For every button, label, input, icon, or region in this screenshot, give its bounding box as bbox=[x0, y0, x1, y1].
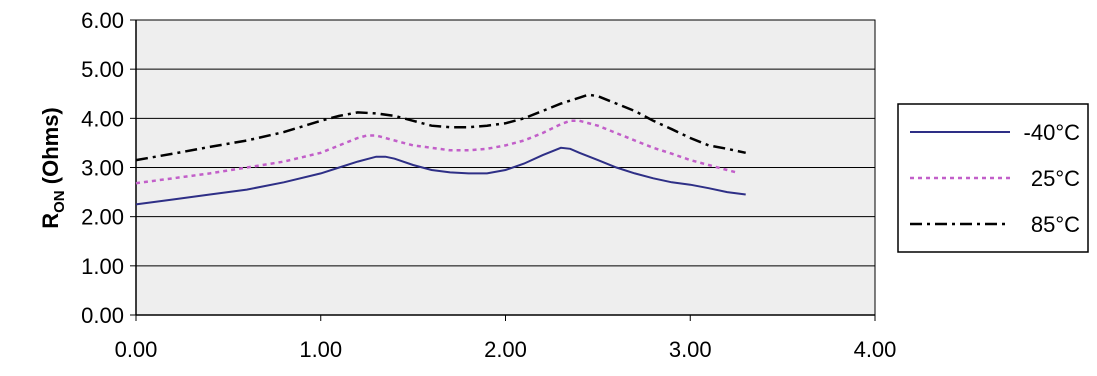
series-line-3 bbox=[135, 93, 746, 162]
y-tick-label: 5.00 bbox=[81, 57, 124, 82]
legend-label-3: 85°C bbox=[1031, 212, 1080, 237]
x-tick-label: 2.00 bbox=[484, 337, 527, 362]
y-tick-label: 4.00 bbox=[81, 106, 124, 131]
tick-labels: 0.00 1.00 2.00 3.00 4.00 5.00 6.00 0.00 1.00 2.00… bbox=[81, 8, 896, 362]
x-tick-label: 3.00 bbox=[669, 337, 712, 362]
series-lines bbox=[135, 93, 746, 206]
legend-label-1: -40°C bbox=[1024, 120, 1081, 145]
legend: -40°C 25°C 85°C bbox=[897, 103, 1089, 253]
y-tick-label: 3.00 bbox=[81, 156, 124, 181]
gridlines bbox=[136, 19, 875, 267]
y-axis-label: RON (Ohms) bbox=[38, 107, 68, 229]
series-line-1 bbox=[135, 146, 746, 206]
axes bbox=[130, 19, 876, 321]
legend-label-2: 25°C bbox=[1031, 166, 1080, 191]
x-tick-label: 4.00 bbox=[854, 337, 897, 362]
y-tick-label: 6.00 bbox=[81, 8, 124, 33]
x-tick-label: 0.00 bbox=[115, 337, 158, 362]
series-line-2 bbox=[135, 119, 737, 185]
y-tick-label: 1.00 bbox=[81, 254, 124, 279]
y-tick-label: 2.00 bbox=[81, 205, 124, 230]
y-tick-label: 0.00 bbox=[81, 303, 124, 328]
x-tick-label: 1.00 bbox=[299, 337, 342, 362]
